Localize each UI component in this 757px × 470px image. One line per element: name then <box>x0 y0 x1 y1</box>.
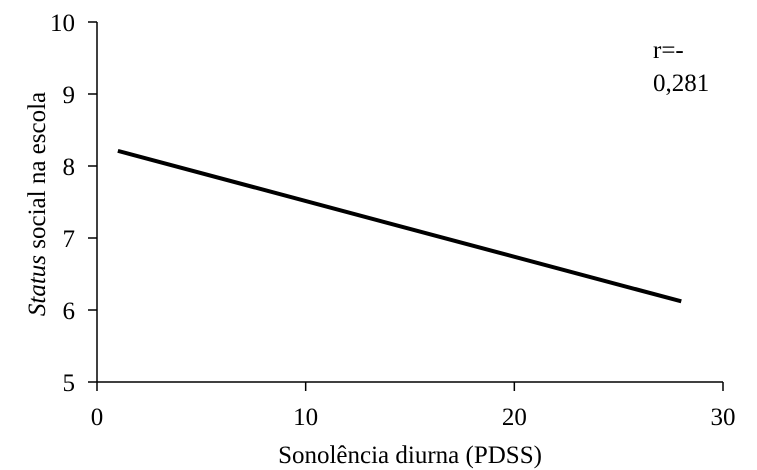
x-axis-ticks: 0 10 20 30 <box>91 382 736 431</box>
series-layer <box>117 148 682 304</box>
y-axis-title-rest: social na escola <box>24 92 51 255</box>
x-tick-label-20: 20 <box>502 404 527 431</box>
y-axis-title: Status social na escola <box>24 92 51 316</box>
correlation-label-line1: r=- <box>653 37 684 64</box>
x-tick-label-0: 0 <box>91 404 104 431</box>
y-tick-label-5: 5 <box>63 370 76 397</box>
y-tick-label-10: 10 <box>50 10 75 37</box>
trend-line-0 <box>117 148 682 304</box>
x-tick-label-30: 30 <box>711 404 736 431</box>
y-tick-label-8: 8 <box>63 154 76 181</box>
y-tick-label-9: 9 <box>63 82 76 109</box>
y-tick-label-6: 6 <box>63 298 76 325</box>
y-tick-label-7: 7 <box>63 226 76 253</box>
y-axis-title-italic: Status <box>24 255 51 316</box>
y-axis-ticks: 5 6 7 8 9 10 <box>50 10 97 397</box>
x-axis-title: Sonolência diurna (PDSS) <box>278 442 542 469</box>
correlation-label-line2: 0,281 <box>653 70 709 97</box>
x-tick-label-10: 10 <box>293 404 318 431</box>
